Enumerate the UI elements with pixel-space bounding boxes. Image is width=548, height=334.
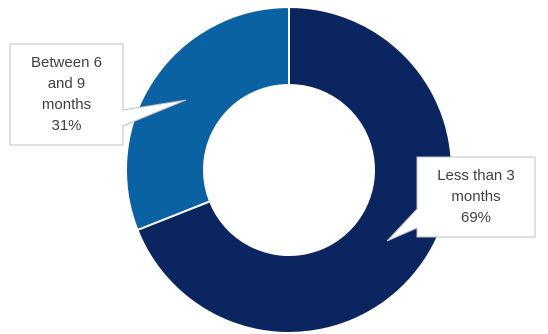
donut-slices <box>125 5 453 334</box>
data-label-line: and 9 <box>48 75 86 92</box>
data-label-callouts: Less than 3 months 69% Between 6 and 9 months… <box>9 43 536 242</box>
data-label-line: 31% <box>51 117 81 134</box>
callout-pointer <box>386 208 418 242</box>
callout-box <box>9 43 124 146</box>
donut-slice-1 <box>136 5 453 334</box>
data-label-line: 69% <box>461 209 491 226</box>
callout-pointer <box>122 99 187 127</box>
callout-box <box>416 156 536 238</box>
data-label-line: months <box>451 188 500 205</box>
data-label-line: months <box>42 96 91 113</box>
data-label-line: Between 6 <box>31 54 102 71</box>
data-label-line: Less than 3 <box>437 167 515 184</box>
data-label-1: Less than 3 months 69% <box>386 156 536 242</box>
data-label-2: Between 6 and 9 months 31% <box>9 43 187 146</box>
donut-slice-2 <box>125 5 290 232</box>
